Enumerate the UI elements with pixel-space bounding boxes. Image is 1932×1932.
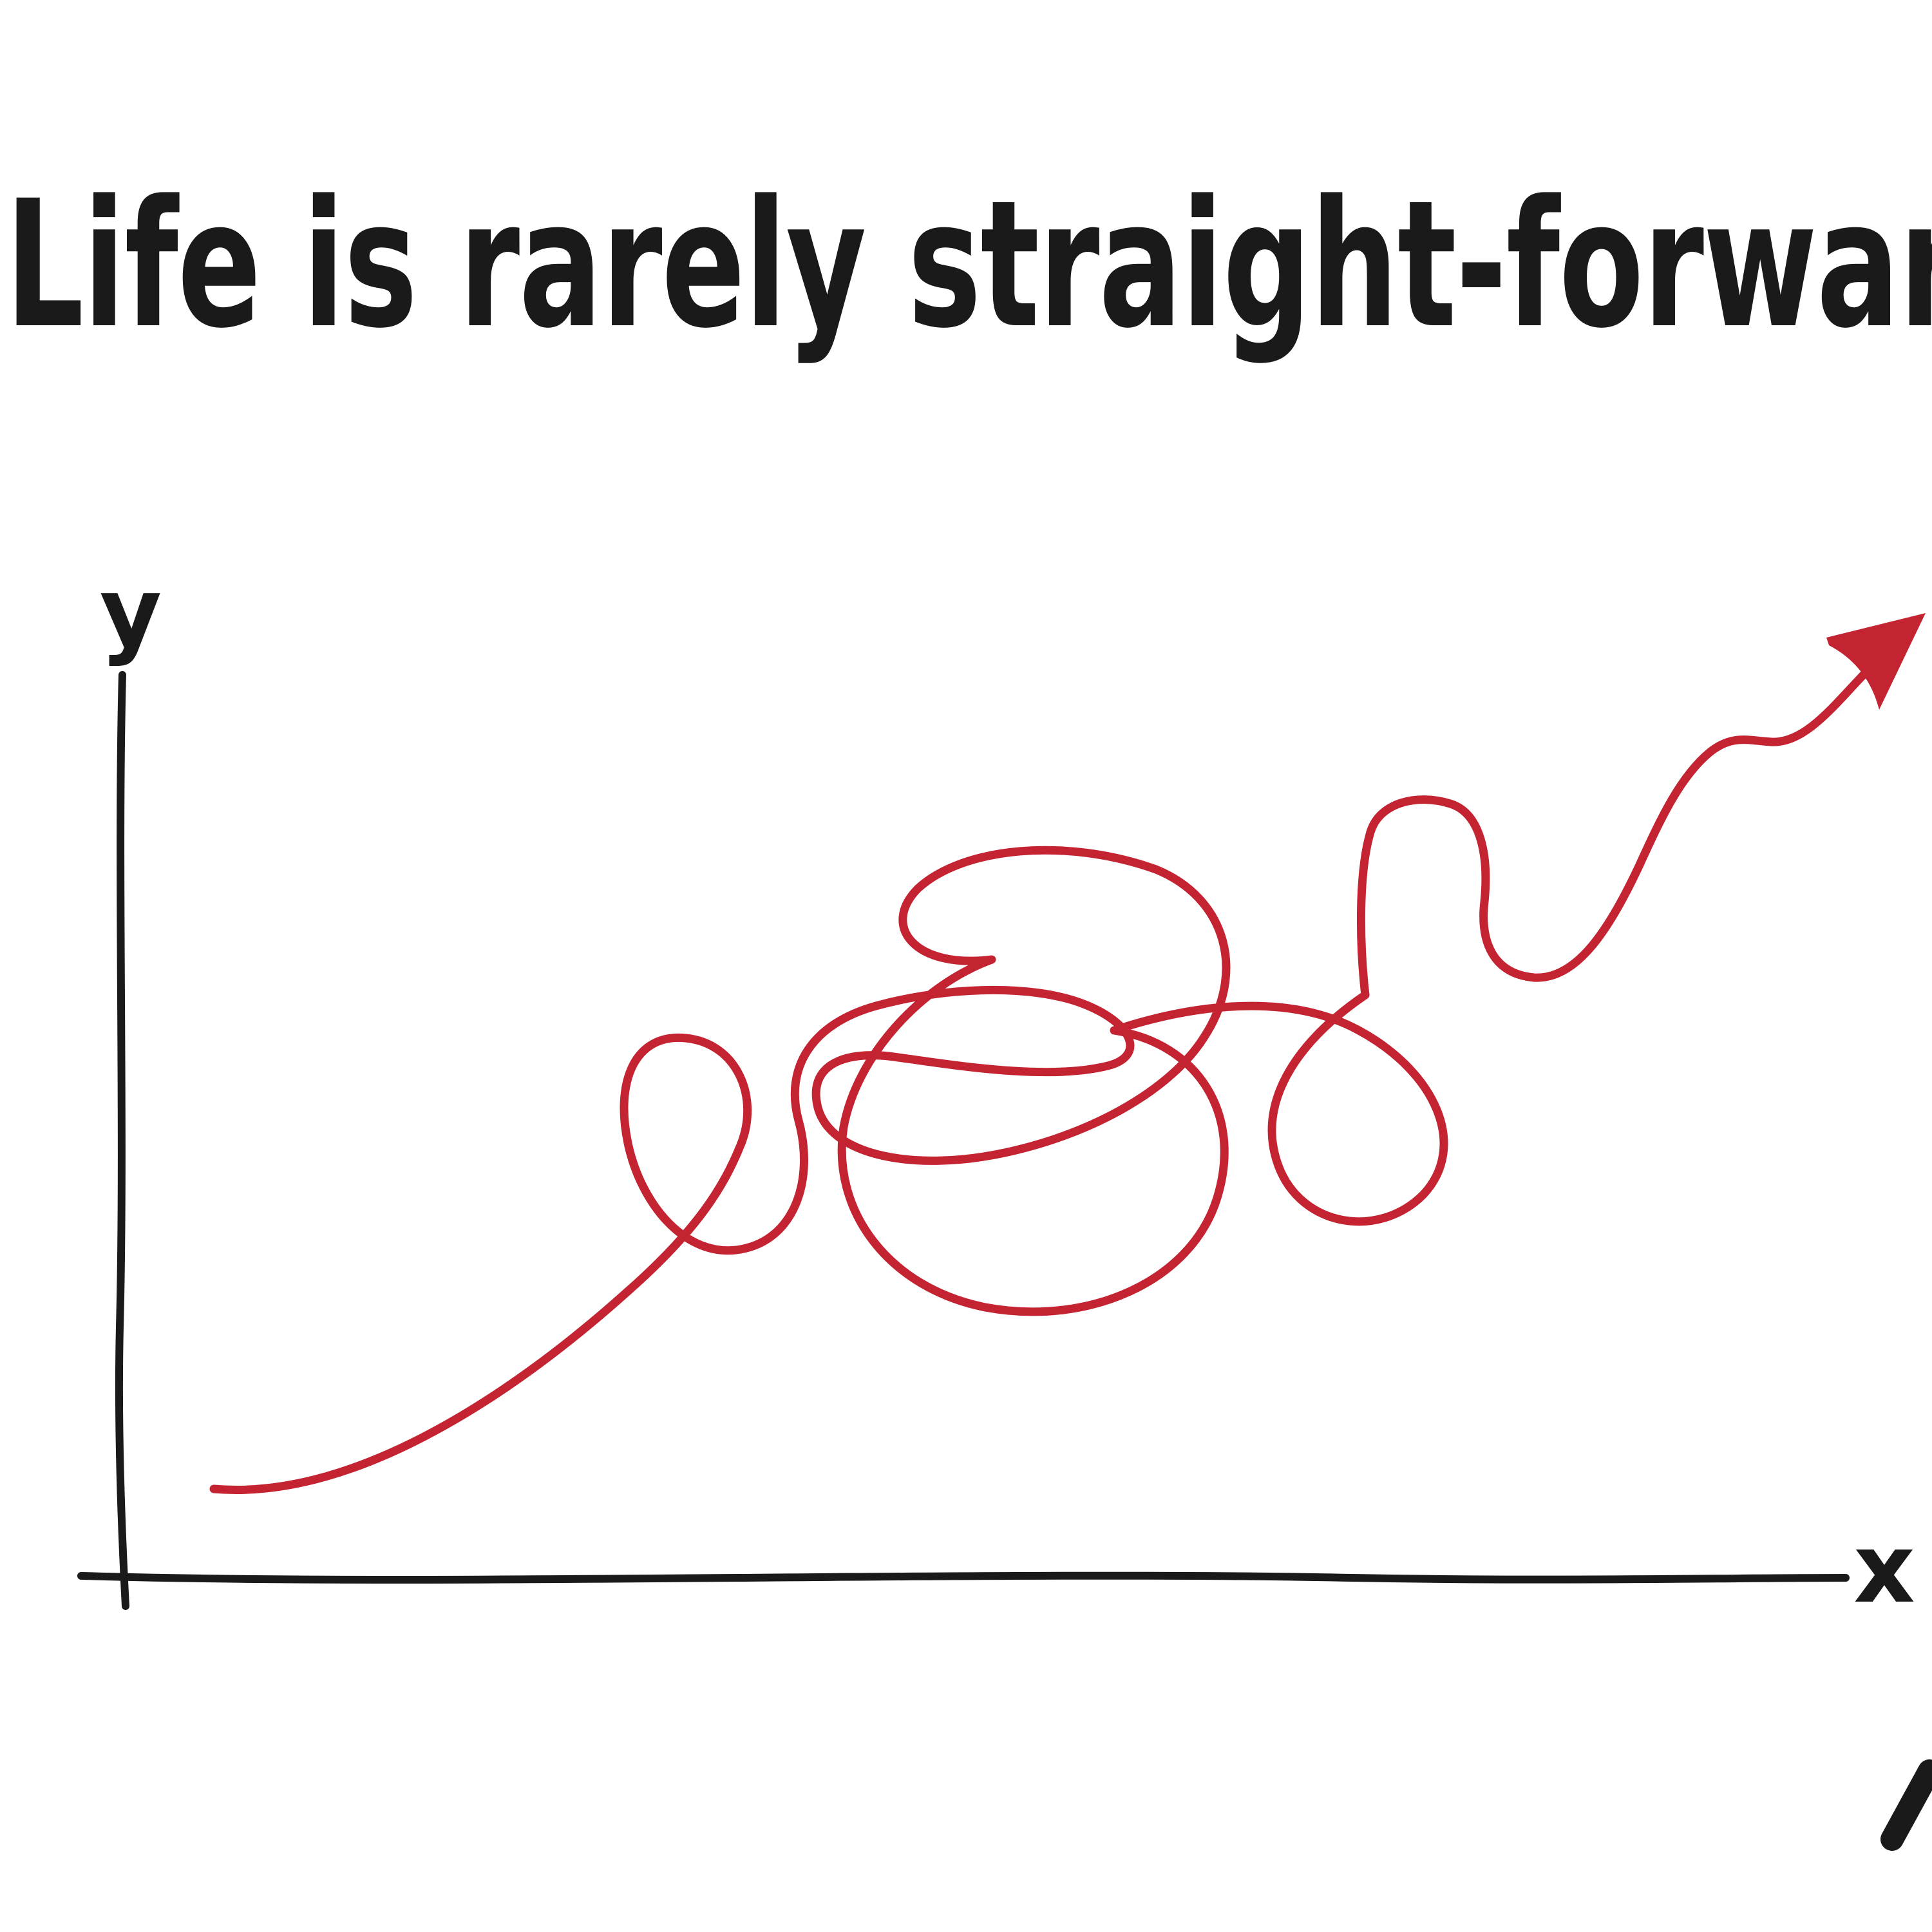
x-axis xyxy=(77,1571,1850,1584)
y-axis xyxy=(115,671,129,1610)
corner-pen-stroke xyxy=(1880,1759,1932,1851)
life-curve xyxy=(209,639,1901,1494)
y-axis-label: y xyxy=(100,557,162,668)
chart-title: Life is rarely straight-forward xyxy=(5,164,1932,367)
x-axis-label: x xyxy=(1853,1513,1915,1624)
arrowhead-icon xyxy=(1826,613,1926,710)
